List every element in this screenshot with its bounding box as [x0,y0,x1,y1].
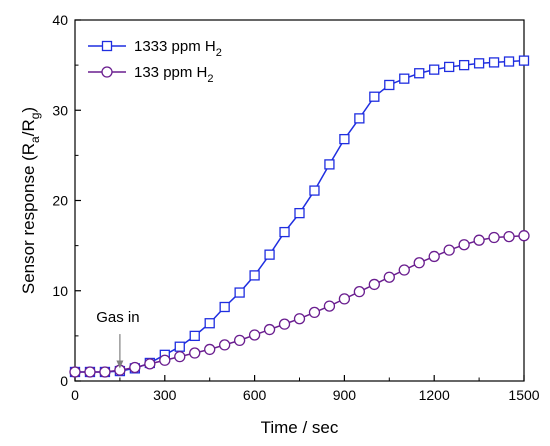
data-point [503,56,515,67]
legend-marker [101,66,113,78]
y-tick-label: 40 [52,12,68,28]
data-point [144,358,156,370]
data-point [189,330,200,342]
data-point [398,264,410,276]
data-point [69,366,81,378]
x-tick-label: 600 [243,387,267,403]
data-point [129,361,141,374]
data-point [473,58,485,69]
data-point [99,366,111,378]
data-point [443,244,455,256]
series-group [69,55,530,378]
data-point [518,230,530,242]
series-1 [69,55,530,378]
data-point [174,350,186,363]
annotation-label: Gas in [96,309,139,326]
data-point [308,306,321,319]
x-axis-title: Time / sec [261,418,339,437]
data-point [429,64,440,75]
legend-entry-2: 133 ppm H2 [88,64,214,85]
data-point [234,287,245,298]
legend-label-subscript: 2 [216,47,222,59]
x-tick-label: 0 [71,387,79,403]
y-tick-label: 0 [60,373,68,389]
data-point [293,313,306,325]
data-point [204,343,216,356]
data-point [263,323,276,336]
data-point [369,91,380,102]
data-point [84,366,96,378]
annotation-arrow-head [116,360,124,369]
data-point [219,339,231,351]
data-point [368,278,380,291]
ticks-group: 0 300 600 900 1200 1500 0 10 20 30 40 [52,12,539,403]
legend-label: 133 ppm H2 [134,64,214,85]
data-point [503,230,515,243]
data-point [413,257,425,269]
y-tick-label: 10 [52,283,68,299]
data-point [264,249,275,260]
data-point [338,293,351,305]
x-tick-label: 1200 [419,387,450,403]
data-point [444,61,455,73]
annotations-group: Gas in [96,309,140,369]
y-axis-title-suffix: ) [19,107,38,113]
data-point [458,239,470,251]
y-tick-label: 30 [52,102,68,118]
data-point [233,334,246,347]
y-axis-title-sub2: g [28,113,42,120]
legend-label-text: 1333 ppm H [134,38,216,55]
y-tick-label: 20 [52,193,68,209]
x-tick-label: 300 [153,387,177,403]
data-point [294,207,305,219]
data-point [399,73,410,84]
data-point [428,250,440,263]
data-point [278,318,291,330]
data-point [354,113,365,124]
data-point [518,55,530,66]
legend-label-text: 133 ppm H [134,64,207,81]
data-point [324,159,335,170]
x-tick-label: 900 [333,387,357,403]
legend-entry-1: 1333 ppm H2 [88,38,222,59]
annotation-gas-in: Gas in [96,309,140,369]
data-point [339,133,350,145]
legend-marker [101,40,113,52]
series-line [75,234,525,373]
series-2 [69,230,530,378]
data-point [219,301,230,313]
data-point [309,185,320,196]
data-point [279,226,290,238]
y-axis-title-sub1: a [28,136,42,143]
data-point [323,300,336,312]
y-axis-title-mid: /R [19,119,38,136]
data-point [204,318,215,329]
data-point [488,57,500,68]
legend-label-subscript: 2 [207,73,213,85]
data-point [174,341,185,352]
data-point [384,79,395,91]
legend-label: 1333 ppm H2 [134,38,222,59]
data-point [488,231,500,244]
data-point [248,329,261,341]
x-tick-label: 1500 [508,387,539,403]
data-point [383,271,395,283]
data-point [414,68,425,79]
axis-titles-group: Time / sec Sensor response (Ra/Rg) [19,107,339,437]
data-point [458,59,470,71]
data-point [353,286,366,298]
data-point [159,354,171,366]
data-point [473,234,485,246]
y-axis-title: Sensor response (Ra/Rg) [19,107,42,294]
data-point [249,270,260,281]
y-axis-title-prefix: Sensor response (R [19,143,38,294]
data-point [189,347,201,359]
